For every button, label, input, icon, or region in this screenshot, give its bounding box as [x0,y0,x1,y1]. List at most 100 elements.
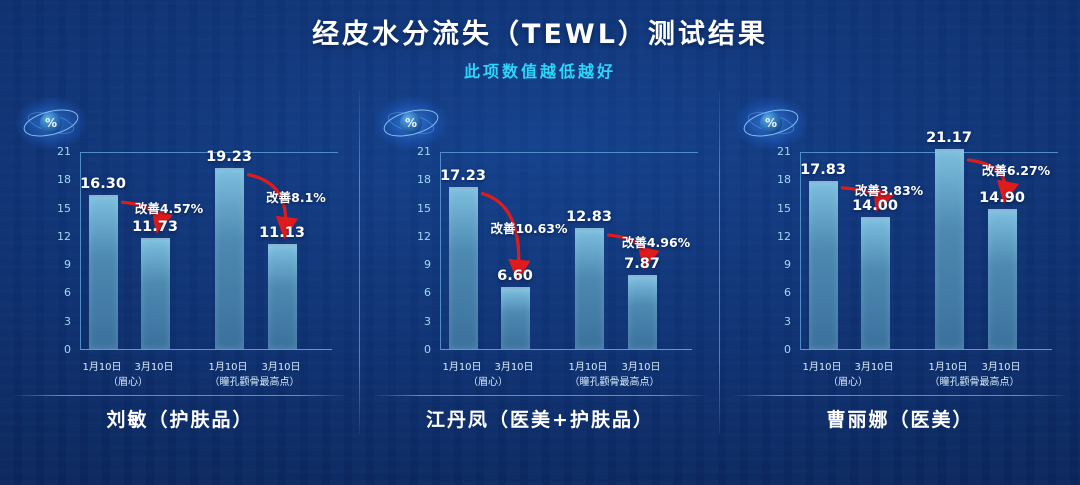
improvement-label: 改善3.83% [854,182,924,198]
panel-title: 曹丽娜（医美） [826,409,974,431]
plot-row: 0 3 6 9 12 15 18 21 17.23 6.60 改善10.63% 12.83 7.87 改… [404,145,698,356]
y-tick-label: 18 [777,173,791,187]
improvement-label: 改善8.1% [266,189,326,205]
percent-icon: % [375,97,447,149]
y-tick-label: 18 [417,173,431,187]
y-tick-label: 15 [57,201,71,215]
y-tick-label: 15 [777,201,791,215]
y-axis: 0 3 6 9 12 15 18 21 [404,145,440,356]
x-group-label: （瞳孔颧骨最高点） [929,377,1020,388]
y-tick-label: 21 [57,145,71,158]
x-tick-label: 3月10日 [494,362,534,373]
percent-icon: % [735,97,807,149]
top-gridline [81,152,338,153]
panel-divider [374,395,706,396]
y-tick-label: 3 [424,314,431,328]
x-tick-label: 1月10日 [802,362,842,373]
y-tick-label: 21 [417,145,431,158]
y-tick-label: 0 [784,343,791,356]
x-group-label: （瞳孔颧骨最高点） [209,377,300,388]
bar-value-label: 11.13 [259,225,305,242]
bar [140,238,170,349]
y-tick-label: 6 [64,286,71,300]
y-tick-label: 9 [64,258,71,272]
bar-value-label: 21.17 [926,130,972,147]
improvement-label: 改善6.27% [981,162,1051,178]
bar [88,195,118,349]
x-group-label: （眉心） [828,377,868,388]
bar [987,208,1017,349]
y-tick-label: 6 [784,286,791,300]
x-group-label: （眉心） [468,377,508,388]
bar-value-label: 17.23 [440,167,486,184]
plot-area: 16.30 11.73 改善4.57% 19.23 11.13 改善8.1% [80,148,338,350]
top-gridline [801,152,1058,153]
bar [934,149,964,349]
panel-title: 刘敏（护肤品） [106,409,254,431]
x-group-label: （眉心） [108,377,148,388]
plot-row: 0 3 6 9 12 15 18 21 17.83 14.00 改善3.83% 21.17 14.90… [764,130,1058,356]
x-tick-label: 3月10日 [981,362,1021,373]
bar-value-label: 14.90 [979,189,1025,206]
x-tick-label: 3月10日 [261,362,301,373]
percent-icon: % [15,97,87,149]
bar-value-label: 7.87 [624,255,660,272]
y-tick-label: 18 [57,173,71,187]
panel-title: 江丹凤（医美+护肤品） [426,409,654,431]
x-tick-label: 3月10日 [621,362,661,373]
y-tick-label: 21 [777,145,791,158]
y-tick-label: 12 [777,229,791,243]
y-tick-label: 6 [424,286,431,300]
plot-row: 0 3 6 9 12 15 18 21 16.30 11.73 改善4.57% 19.23 11.13… [44,145,338,356]
chart-panels: % 0 3 6 9 12 15 18 21 16.30 11.73 改善4.57% 19.23 11.… [0,88,1080,440]
y-tick-label: 0 [424,343,431,356]
bar-value-label: 19.23 [206,148,252,165]
y-tick-label: 3 [784,314,791,328]
y-tick-label: 12 [57,229,71,243]
bar-value-label: 11.73 [132,219,178,236]
bar [627,274,657,349]
bar [860,217,890,349]
bar-value-label: 17.83 [800,161,846,178]
x-tick-label: 1月10日 [442,362,482,373]
percent-icon-glyph: % [760,112,782,134]
y-axis: 0 3 6 9 12 15 18 21 [44,145,80,356]
bar [500,286,530,349]
improvement-label: 改善10.63% [490,220,568,236]
y-axis: 0 3 6 9 12 15 18 21 [764,145,800,356]
y-tick-label: 3 [64,314,71,328]
bar-value-label: 16.30 [80,176,126,193]
bar [574,228,604,349]
panel-divider [734,395,1066,396]
page-subtitle: 此项数值越低越好 [463,62,616,81]
bar [448,186,478,349]
header: 经皮水分流失（TEWL）测试结果 此项数值越低越好 [0,12,1080,82]
bar-value-label: 14.00 [852,198,898,214]
bar-value-label: 6.60 [497,267,533,284]
x-group-label: （瞳孔颧骨最高点） [569,377,660,388]
bar-value-label: 12.83 [566,209,612,226]
x-tick-label: 1月10日 [928,362,968,373]
percent-icon-glyph: % [40,112,62,134]
percent-icon-glyph: % [400,112,422,134]
y-tick-label: 9 [784,258,791,272]
bar [267,244,297,349]
page-title: 经皮水分流失（TEWL）测试结果 [312,19,768,50]
bar [808,180,838,349]
top-gridline [441,152,698,153]
chart-panel-2: % 0 3 6 9 12 15 18 21 17.83 14.00 改善3.83% 21.17 14.… [720,88,1080,440]
improvement-label: 改善4.57% [134,200,204,216]
y-tick-label: 15 [417,201,431,215]
x-tick-label: 1月10日 [82,362,122,373]
bar [214,167,244,349]
y-tick-label: 0 [64,343,71,356]
x-tick-label: 1月10日 [568,362,608,373]
x-tick-label: 3月10日 [134,362,174,373]
x-tick-label: 3月10日 [854,362,894,373]
y-tick-label: 9 [424,258,431,272]
plot-area: 17.83 14.00 改善3.83% 21.17 14.90 改善6.27% [800,130,1058,350]
y-tick-label: 12 [417,229,431,243]
x-tick-label: 1月10日 [208,362,248,373]
panel-divider [14,395,346,396]
